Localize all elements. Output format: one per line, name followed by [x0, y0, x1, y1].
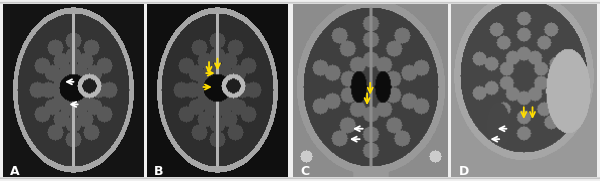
Text: A: A [10, 165, 20, 178]
Text: D: D [458, 165, 469, 178]
Text: B: B [154, 165, 164, 178]
Text: C: C [301, 165, 310, 178]
FancyBboxPatch shape [0, 3, 600, 178]
